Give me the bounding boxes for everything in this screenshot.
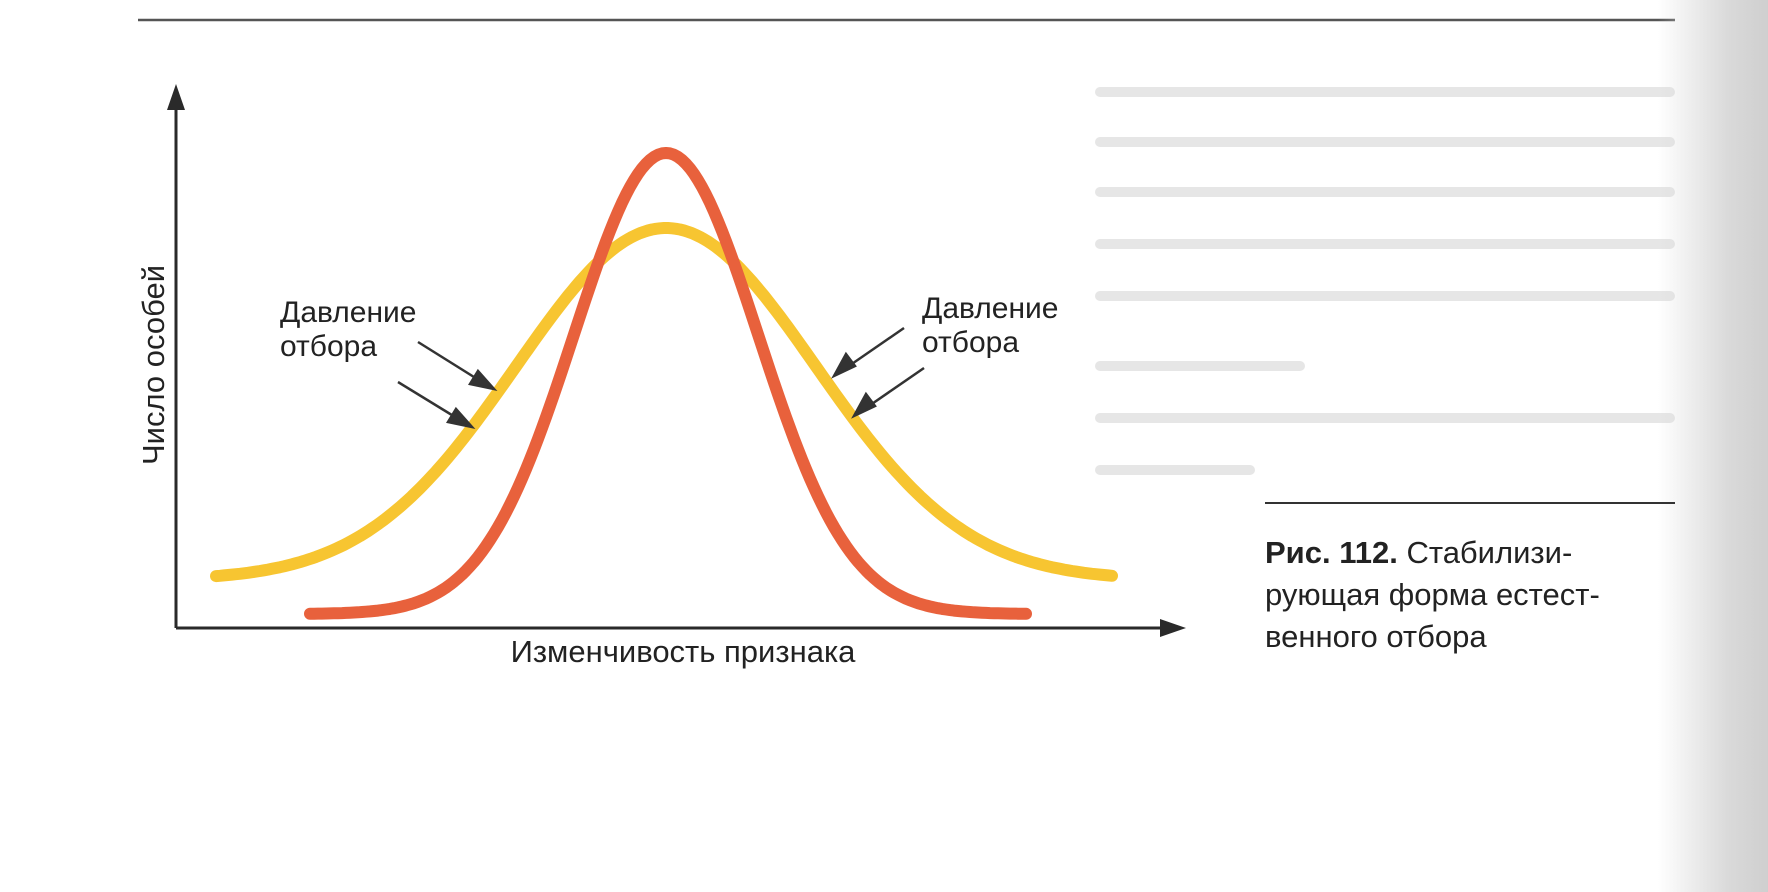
narrow-distribution-curve bbox=[304, 147, 1032, 620]
background-bleed bbox=[1095, 87, 1675, 475]
pressure-arrows-left bbox=[397, 340, 498, 429]
y-axis-label: Число особей bbox=[136, 265, 171, 465]
caption-rule bbox=[1265, 502, 1675, 504]
y-axis-arrowhead bbox=[167, 84, 185, 110]
pressure-label-left-1: Давление bbox=[280, 296, 416, 329]
x-axis-label: Изменчивость признака bbox=[511, 634, 857, 669]
pressure-label-right-1: Давление bbox=[922, 292, 1058, 325]
caption-number: Рис. 112. bbox=[1265, 535, 1398, 570]
pressure-label-right-2: отбора bbox=[922, 326, 1019, 359]
pressure-arrows-right bbox=[831, 326, 925, 419]
page-edge-shadow bbox=[1658, 0, 1768, 892]
caption-line-1: Стабилизи- bbox=[1406, 535, 1573, 570]
figure-caption: Рис. 112. Стабилизи- рующая форма естест… bbox=[1265, 532, 1605, 658]
wide-distribution-curve bbox=[210, 222, 1118, 583]
pressure-label-left-2: отбора bbox=[280, 330, 377, 363]
caption-line-2: рующая форма естест- bbox=[1265, 577, 1600, 612]
x-axis-arrowhead bbox=[1160, 619, 1186, 637]
caption-line-3: венного отбора bbox=[1265, 619, 1487, 654]
